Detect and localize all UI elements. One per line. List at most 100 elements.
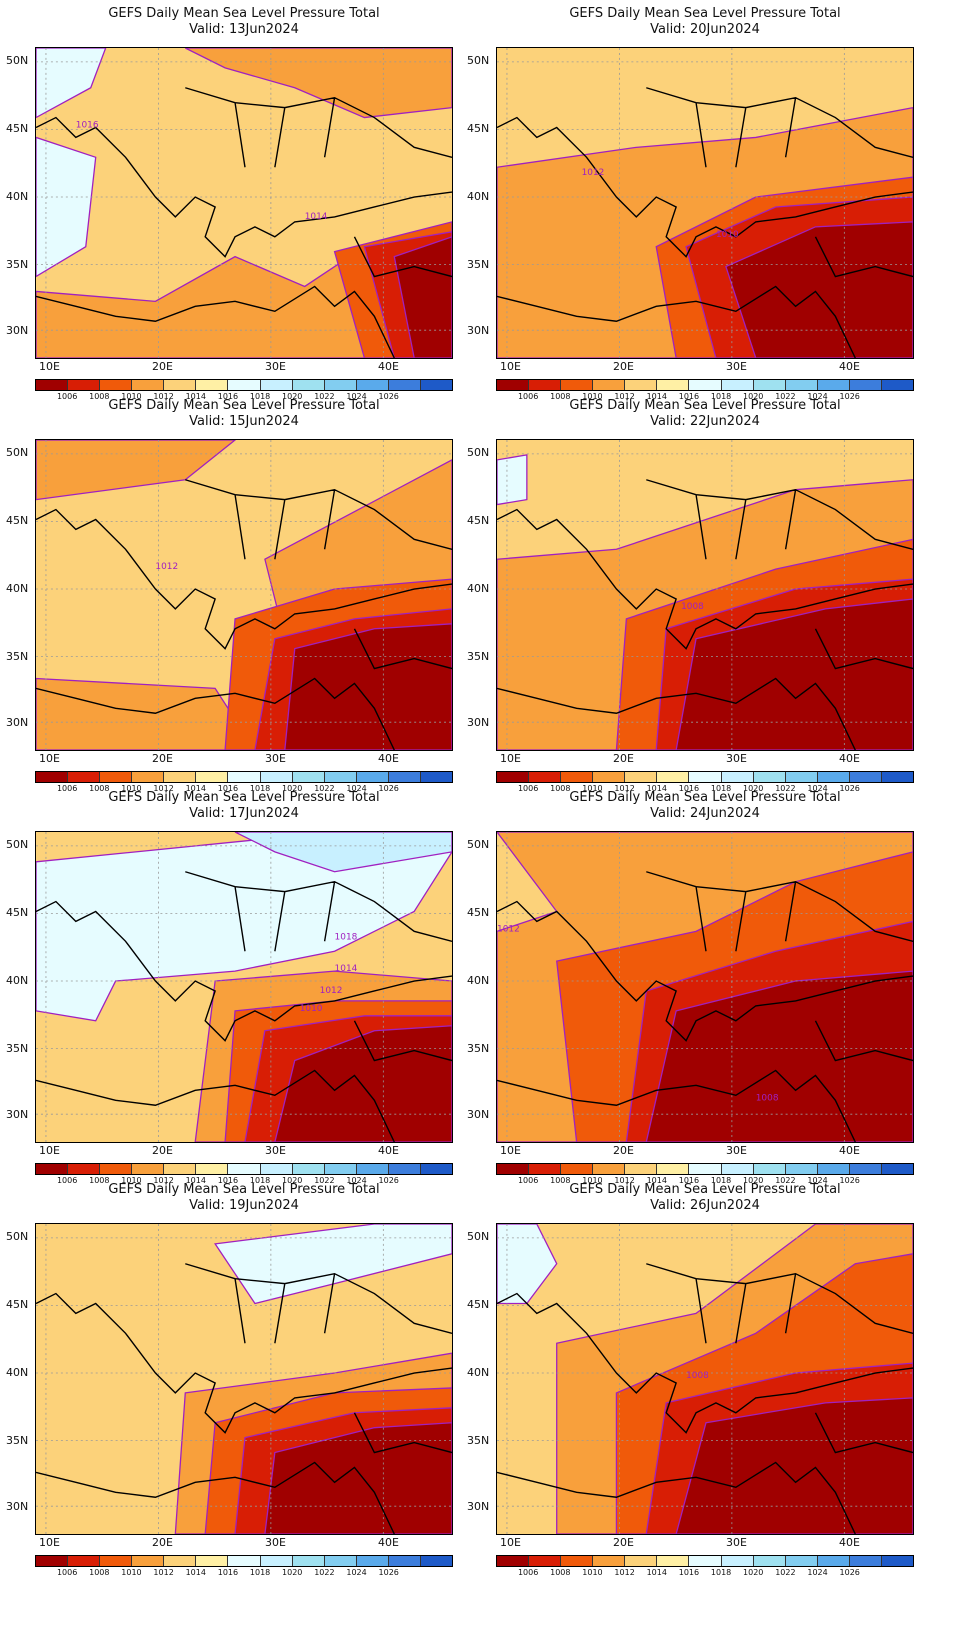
pressure-band: [675, 598, 913, 750]
contour-label: 1012: [320, 986, 343, 996]
longitude-tick-label: 40E: [378, 1536, 399, 1549]
longitude-tick-label: 30E: [726, 1536, 747, 1549]
latitude-tick-label: 40N: [467, 1366, 490, 1379]
colorbar-swatch: [849, 1164, 882, 1174]
colorbar-label: 1012: [614, 392, 635, 401]
panel-valid-date: Valid: 17Jun2024: [189, 806, 299, 821]
colorbar-swatch: [164, 380, 197, 390]
colorbar-label: 1022: [775, 1568, 796, 1577]
latitude-tick-label: 35N: [6, 1042, 29, 1055]
panel-valid-date: Valid: 15Jun2024: [189, 414, 299, 429]
latitude-tick-label: 35N: [467, 1042, 490, 1055]
colorbar-label: 1016: [678, 392, 700, 401]
colorbar-swatch: [196, 772, 229, 782]
pressure-band: [675, 1397, 913, 1534]
colorbar-swatch: [36, 1164, 69, 1174]
colorbar-swatch: [497, 380, 530, 390]
latitude-tick-label: 35N: [467, 258, 490, 271]
latitude-tick-label: 40N: [6, 974, 29, 987]
panel-title: GEFS Daily Mean Sea Level Pressure Total: [569, 1182, 841, 1197]
colorbar-label: 1026: [378, 1568, 399, 1577]
colorbar-label: 1026: [839, 1176, 860, 1185]
colorbar-swatch: [68, 380, 101, 390]
colorbar-swatch: [817, 380, 850, 390]
longitude-tick-label: 40E: [839, 1536, 860, 1549]
colorbar-swatch: [100, 380, 133, 390]
colorbar-label: 1012: [153, 1176, 174, 1185]
colorbar-label: 1006: [56, 1568, 78, 1577]
panel-title: GEFS Daily Mean Sea Level Pressure Total: [108, 1182, 380, 1197]
pressure-map: 1012 1008: [496, 831, 914, 1143]
colorbar-label: 1024: [346, 392, 367, 401]
colorbar-label: 1026: [839, 1568, 860, 1577]
longitude-tick-label: 10E: [39, 752, 60, 765]
map-panel: GEFS Daily Mean Sea Level Pressure Total…: [0, 1176, 482, 1586]
colorbar-swatch: [260, 1556, 293, 1566]
longitude-tick-label: 10E: [39, 1536, 60, 1549]
colorbar-label: 1026: [378, 784, 399, 793]
colorbar-swatch: [356, 380, 389, 390]
colorbar-label: 1012: [153, 784, 174, 793]
colorbar-swatch: [36, 1556, 69, 1566]
colorbar-swatch: [132, 1164, 165, 1174]
colorbar-label: 1006: [56, 784, 78, 793]
colorbar-label: 1020: [282, 784, 303, 793]
colorbar-label: 1018: [710, 1568, 732, 1577]
longitude-tick-label: 20E: [152, 1536, 173, 1549]
colorbar-label: 1018: [249, 784, 271, 793]
colorbar-swatch: [657, 772, 690, 782]
colorbar-label: 1026: [378, 1176, 399, 1185]
colorbar-label: 1024: [346, 1176, 367, 1185]
colorbar-label: 1024: [807, 1176, 828, 1185]
colorbar-swatch: [593, 1164, 626, 1174]
contour-label: 1010: [716, 230, 739, 240]
colorbar-label: 1008: [89, 1568, 110, 1577]
latitude-tick-label: 40N: [467, 190, 490, 203]
colorbar-label: 1012: [614, 1568, 635, 1577]
contour-label: 1014: [305, 212, 328, 222]
colorbar-swatch: [228, 380, 261, 390]
colorbar-swatch: [36, 380, 69, 390]
colorbar-swatch: [420, 1556, 453, 1566]
colorbar-swatch: [689, 380, 722, 390]
colorbar-label: 1024: [807, 1568, 828, 1577]
colorbar-labels: 1006 1008 1010 1012 1014 1016 1018 1020 1022 1024…: [496, 392, 914, 404]
colorbar-swatch: [849, 772, 882, 782]
colorbar-label: 1016: [217, 784, 239, 793]
colorbar-swatch: [324, 1164, 357, 1174]
colorbar-label: 1014: [185, 1176, 206, 1185]
latitude-tick-label: 40N: [6, 190, 29, 203]
map-panel: GEFS Daily Mean Sea Level Pressure Total…: [461, 1176, 943, 1586]
colorbar-swatch: [420, 380, 453, 390]
colorbar-labels: 1006 1008 1010 1012 1014 1016 1018 1020 1022 1024…: [35, 784, 453, 796]
latitude-tick-label: 50N: [6, 838, 29, 851]
colorbar-labels: 1006 1008 1010 1012 1014 1016 1018 1020 1022 1024…: [496, 1176, 914, 1188]
longitude-tick-label: 20E: [152, 360, 173, 373]
colorbar-swatch: [324, 772, 357, 782]
colorbar-labels: 1006 1008 1010 1012 1014 1016 1018 1020 1022 1024…: [35, 1176, 453, 1188]
colorbar-swatch: [849, 380, 882, 390]
colorbar-swatch: [561, 380, 594, 390]
latitude-tick-label: 30N: [6, 1500, 29, 1513]
colorbar-swatch: [721, 772, 754, 782]
colorbar: [35, 1163, 453, 1175]
colorbar-label: 1024: [346, 784, 367, 793]
coastline: [497, 871, 913, 1142]
colorbar-swatch: [68, 772, 101, 782]
latitude-tick-label: 40N: [467, 582, 490, 595]
colorbar-label: 1022: [314, 1176, 335, 1185]
pressure-map: 1012 1010: [496, 47, 914, 359]
latitude-tick-label: 30N: [467, 324, 490, 337]
colorbar-swatch: [657, 1556, 690, 1566]
colorbar-label: 1008: [550, 784, 571, 793]
coastline: [36, 479, 452, 750]
contour-label: 1012: [582, 168, 605, 178]
colorbar-swatch: [164, 1164, 197, 1174]
map-panel: GEFS Daily Mean Sea Level Pressure Total…: [461, 392, 943, 802]
latitude-tick-label: 45N: [6, 514, 29, 527]
colorbar-label: 1024: [807, 784, 828, 793]
coastline: [36, 87, 452, 358]
pressure-map: 1008: [496, 1223, 914, 1535]
colorbar-swatch: [529, 1164, 562, 1174]
longitude-tick-label: 40E: [378, 752, 399, 765]
